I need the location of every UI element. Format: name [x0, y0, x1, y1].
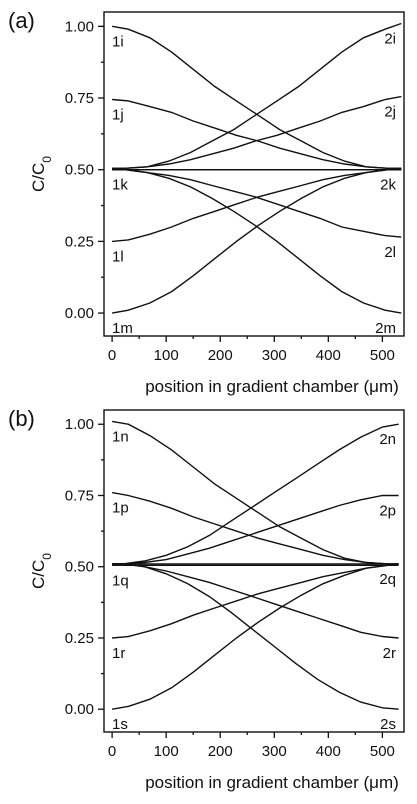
series-label-2q: 2q — [379, 571, 396, 588]
x-tick-label: 0 — [108, 347, 116, 364]
y-tick-label: 0.25 — [65, 233, 94, 250]
series-label-2r: 2r — [383, 645, 396, 662]
y-tick-label: 0.75 — [65, 487, 94, 504]
series-line-1r — [112, 563, 399, 639]
x-tick-label: 400 — [316, 347, 341, 364]
y-axis-label: C/C0 — [29, 156, 54, 192]
series-label-1n: 1n — [112, 428, 129, 445]
x-tick-label: 300 — [262, 347, 287, 364]
x-tick-label: 0 — [108, 743, 116, 760]
series-line-1n — [111, 420, 399, 565]
y-axis-label: C/C0 — [29, 553, 54, 589]
x-axis-label: position in gradient chamber (μm) — [145, 377, 399, 396]
y-tick-label: 1.00 — [65, 18, 94, 35]
series-label-1l: 1l — [112, 248, 124, 265]
y-tick-label: 0.00 — [65, 305, 94, 322]
series-line-2m — [112, 169, 402, 314]
y-tick-label: 0.50 — [65, 162, 94, 179]
series-label-2n: 2n — [379, 431, 396, 448]
series-label-1m: 1m — [112, 320, 133, 337]
series-label-2m: 2m — [375, 320, 396, 337]
series-label-2l: 2l — [384, 244, 396, 261]
x-tick-label: 200 — [208, 743, 233, 760]
series-line-2l — [112, 169, 402, 238]
series-line-2j — [112, 95, 402, 169]
series-label-2i: 2i — [384, 30, 396, 47]
plot-frame — [103, 11, 405, 337]
series-line-2n — [112, 423, 399, 565]
series-label-1j: 1j — [112, 106, 124, 123]
panel-b: (b) 0.00 0.25 0.50 0.75 1.00 0 100 200 300 400 500 p… — [8, 406, 405, 792]
series-line-2p — [112, 494, 399, 565]
y-tick-label: 0.25 — [65, 630, 94, 647]
y-tick-label: 0.50 — [65, 559, 94, 576]
series-line-1i — [111, 25, 402, 169]
series-line-1p — [111, 491, 399, 565]
series-line-1j — [112, 98, 402, 169]
y-tick-label: 0.75 — [65, 90, 94, 107]
series-label-1p: 1p — [112, 500, 129, 517]
series-line-1l — [112, 169, 402, 243]
panel-label: (b) — [8, 406, 35, 431]
series-label-1k: 1k — [112, 177, 128, 194]
series-label-2k: 2k — [380, 177, 396, 194]
plot-frame — [103, 409, 405, 733]
series-label-1i: 1i — [112, 33, 124, 50]
x-tick-label: 400 — [316, 743, 341, 760]
x-tick-label: 300 — [262, 743, 287, 760]
series-label-2p: 2p — [379, 502, 396, 519]
x-tick-label: 500 — [370, 347, 395, 364]
x-tick-label: 100 — [154, 347, 179, 364]
series-line-2r — [112, 563, 399, 639]
x-axis-label: position in gradient chamber (μm) — [145, 773, 399, 792]
series-line-1s — [111, 563, 399, 710]
y-tick-label: 1.00 — [65, 416, 94, 433]
series-line-2i — [112, 22, 402, 169]
series-label-1s: 1s — [112, 716, 128, 733]
x-tick-label: 200 — [208, 347, 233, 364]
y-tick-label: 0.00 — [65, 701, 94, 718]
series-label-2j: 2j — [384, 104, 396, 121]
series-line-2s — [112, 563, 399, 710]
x-tick-label: 100 — [154, 743, 179, 760]
series-label-2s: 2s — [380, 716, 396, 733]
series-label-1r: 1r — [112, 645, 125, 662]
panel-label: (a) — [8, 8, 35, 33]
series-line-1m — [111, 169, 402, 314]
x-tick-label: 500 — [370, 743, 395, 760]
panel-a: (a) 0.00 0.25 0.50 0.75 1.00 0 100 200 300 400 500 p… — [8, 8, 405, 396]
series-label-1q: 1q — [112, 572, 129, 589]
